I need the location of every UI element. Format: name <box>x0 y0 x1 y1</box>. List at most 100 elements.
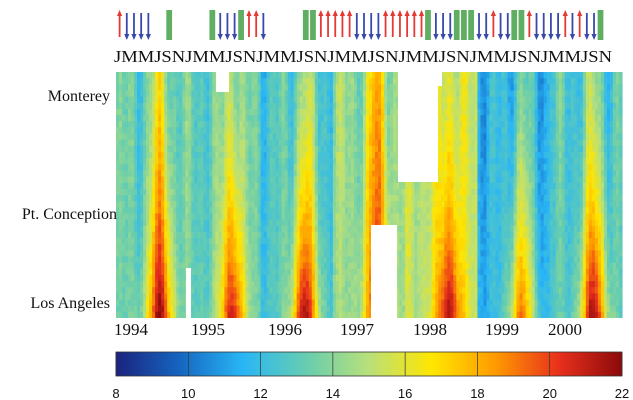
heatmap-cell <box>378 108 382 116</box>
heatmap-cell <box>287 262 292 270</box>
heatmap-cell <box>191 244 195 251</box>
heatmap-cell <box>302 213 307 221</box>
heatmap-cell <box>369 188 373 196</box>
heatmap-cell <box>465 182 469 190</box>
heatmap-cell <box>179 176 183 184</box>
heatmap-cell <box>399 305 403 313</box>
heatmap-cell <box>459 84 463 92</box>
heatmap-cell <box>483 250 488 258</box>
heatmap-cell <box>185 213 189 221</box>
heatmap-cell <box>128 108 132 116</box>
heatmap-cell <box>134 108 138 116</box>
heatmap-cell <box>128 170 132 178</box>
heatmap-cell <box>131 201 135 208</box>
heatmap-cell <box>347 139 352 147</box>
heatmap-cell <box>176 213 180 221</box>
heatmap-cell <box>302 238 307 245</box>
heatmap-cell <box>161 158 165 165</box>
heatmap-cell <box>456 256 460 264</box>
heatmap-cell <box>450 121 454 128</box>
heatmap-cell <box>215 182 219 190</box>
heatmap-cell <box>167 268 171 276</box>
heatmap-cell <box>350 311 355 319</box>
heatmap-cell <box>269 305 274 313</box>
heatmap-cell <box>236 207 241 215</box>
heatmap-cell <box>411 262 415 270</box>
heatmap-cell <box>453 256 457 264</box>
heatmap-cell <box>212 256 216 264</box>
heatmap-cell <box>173 225 177 233</box>
heatmap-cell <box>359 176 364 184</box>
heatmap-cell <box>308 238 313 245</box>
heatmap-cell <box>233 121 238 128</box>
heatmap-cell <box>365 115 370 122</box>
heatmap-cell <box>399 219 403 227</box>
heatmap-cell <box>236 102 241 110</box>
heatmap-cell <box>474 90 479 98</box>
heatmap-cell <box>465 287 469 294</box>
heatmap-cell <box>119 207 123 215</box>
heatmap-cell <box>266 115 271 122</box>
heatmap-cell <box>477 158 482 165</box>
heatmap-cell <box>359 127 364 135</box>
heatmap-cell <box>468 182 472 190</box>
heatmap-cell <box>176 274 180 282</box>
heatmap-cell <box>155 96 159 104</box>
heatmap-cell <box>206 268 210 276</box>
heatmap-cell <box>248 145 253 153</box>
heatmap-cell <box>444 182 448 190</box>
heatmap-cell <box>486 84 491 92</box>
heatmap-cell <box>302 164 307 171</box>
heatmap-cell <box>152 268 156 276</box>
heatmap-cell <box>194 182 198 190</box>
heatmap-cell <box>426 274 430 282</box>
heatmap-cell <box>483 102 488 110</box>
heatmap-cell <box>119 102 123 110</box>
heatmap-cell <box>278 274 283 282</box>
heatmap-cell <box>209 188 213 196</box>
heatmap-cell <box>248 72 253 79</box>
heatmap-cell <box>411 287 415 294</box>
heatmap-cell <box>302 78 307 85</box>
heatmap-cell <box>317 213 322 221</box>
heatmap-cell <box>137 145 141 153</box>
wind-arrow-down <box>131 13 137 40</box>
heatmap-cell <box>311 84 316 92</box>
heatmap-cell <box>344 133 349 141</box>
heatmap-cell <box>242 225 247 233</box>
heatmap-cell <box>191 158 195 165</box>
heatmap-cell <box>456 188 460 196</box>
heatmap-cell <box>173 238 177 245</box>
heatmap-cell <box>272 170 277 178</box>
heatmap-cell <box>326 164 331 171</box>
heatmap-cell <box>194 262 198 270</box>
heatmap-cell <box>317 238 322 245</box>
heatmap-cell <box>173 207 177 215</box>
heatmap-cell <box>260 268 265 276</box>
heatmap-cell <box>293 121 298 128</box>
heatmap-cell <box>146 121 150 128</box>
heatmap-cell <box>365 268 370 276</box>
heatmap-cell <box>444 311 448 319</box>
heatmap-cell <box>365 78 370 85</box>
heatmap-cell <box>164 244 168 251</box>
heatmap-cell <box>459 127 463 135</box>
heatmap-cell <box>284 195 289 202</box>
heatmap-cell <box>236 244 241 251</box>
heatmap-cell <box>450 281 454 288</box>
heatmap-cell <box>116 72 120 79</box>
heatmap-cell <box>465 176 469 184</box>
heatmap-cell <box>435 201 439 208</box>
heatmap-cell <box>134 102 138 110</box>
heatmap-cell <box>173 244 177 251</box>
heatmap-cell <box>224 164 229 171</box>
heatmap-cell <box>125 139 129 147</box>
heatmap-cell <box>468 145 472 153</box>
heatmap-cell <box>447 121 451 128</box>
heatmap-cell <box>182 207 186 215</box>
heatmap-cell <box>116 256 120 264</box>
heatmap-cell <box>378 151 382 159</box>
heatmap-cell <box>188 151 192 159</box>
heatmap-cell <box>390 164 394 171</box>
heatmap-cell <box>302 188 307 196</box>
